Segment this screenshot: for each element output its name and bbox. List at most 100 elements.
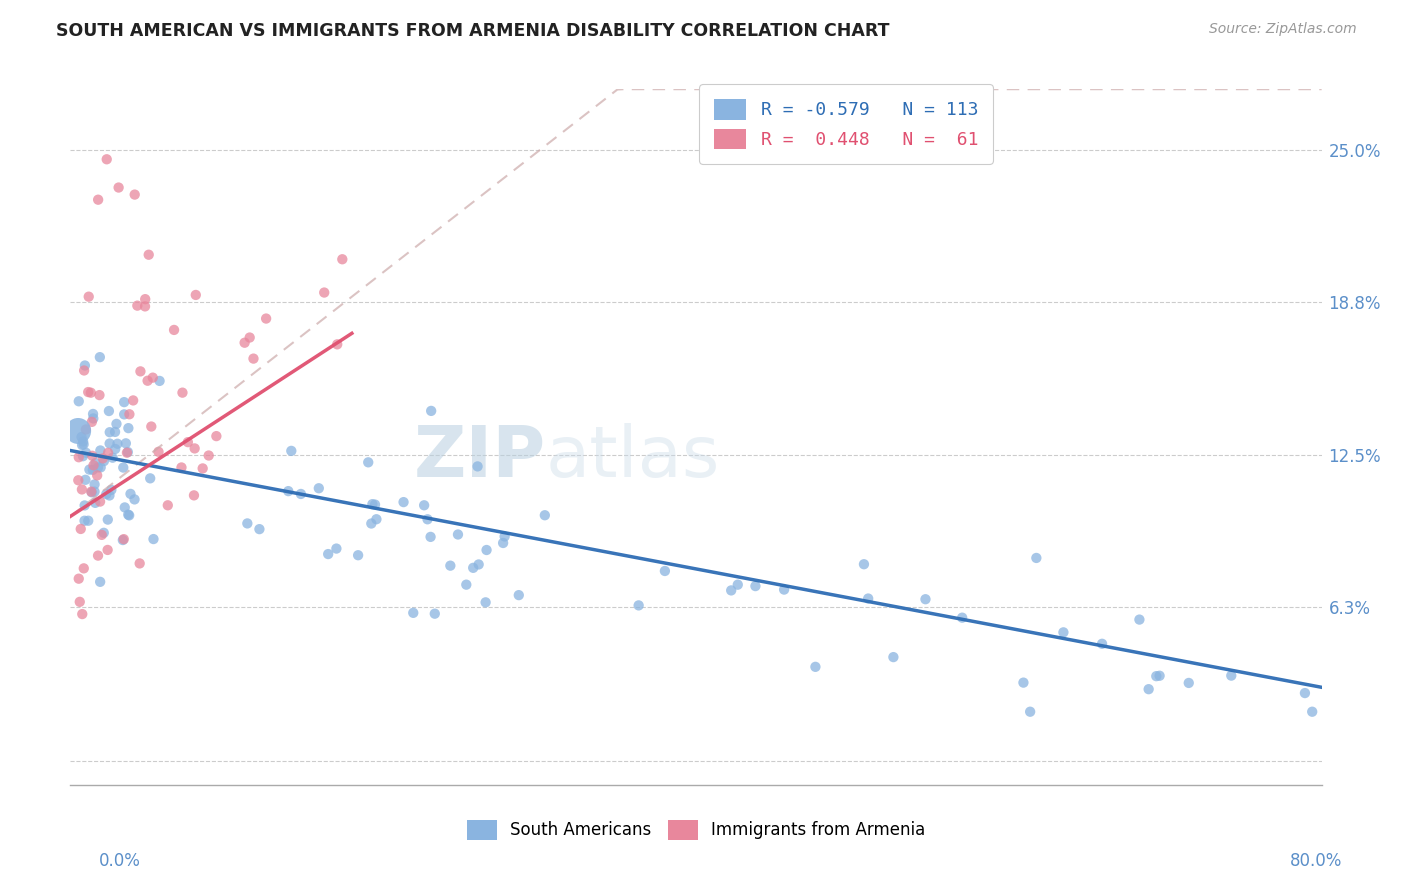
Point	[804, 660, 827, 674]
Point	[347, 548, 370, 562]
Point	[361, 497, 384, 511]
Point	[89, 388, 111, 402]
Point	[456, 577, 478, 591]
Point	[80, 415, 103, 429]
Point	[75, 422, 97, 436]
Point	[70, 483, 93, 497]
Point	[112, 395, 135, 409]
Point	[91, 451, 114, 466]
Point	[75, 473, 97, 487]
Point	[96, 487, 118, 501]
Point	[84, 456, 107, 470]
Point	[439, 558, 461, 573]
Point	[93, 525, 115, 540]
Point	[97, 446, 120, 460]
Point	[122, 393, 145, 408]
Point	[117, 445, 139, 459]
Point	[360, 516, 382, 531]
Point	[117, 508, 139, 522]
Point	[1019, 705, 1042, 719]
Point	[87, 193, 110, 207]
Point	[1144, 669, 1167, 683]
Point	[93, 454, 115, 468]
Point	[727, 577, 749, 591]
Point	[70, 438, 93, 452]
Point	[83, 458, 105, 473]
Point	[534, 508, 557, 523]
Point	[249, 522, 271, 536]
Point	[115, 436, 138, 450]
Point	[134, 299, 156, 313]
Point	[330, 252, 353, 267]
Point	[239, 330, 262, 344]
Point	[720, 583, 742, 598]
Point	[107, 180, 129, 194]
Point	[90, 528, 112, 542]
Point	[107, 436, 129, 450]
Point	[77, 385, 100, 400]
Point	[115, 446, 138, 460]
Point	[67, 473, 90, 487]
Point	[98, 425, 121, 440]
Point	[326, 337, 349, 351]
Point	[67, 394, 90, 409]
Point	[129, 364, 152, 378]
Point	[89, 494, 111, 508]
Point	[136, 374, 159, 388]
Text: atlas: atlas	[546, 424, 720, 492]
Point	[177, 435, 200, 450]
Point	[148, 444, 170, 458]
Point	[124, 492, 146, 507]
Point	[69, 522, 91, 536]
Point	[197, 449, 219, 463]
Point	[82, 407, 104, 421]
Point	[1012, 675, 1035, 690]
Point	[447, 527, 470, 541]
Point	[124, 187, 146, 202]
Point	[72, 434, 94, 449]
Point	[423, 607, 446, 621]
Point	[654, 564, 676, 578]
Point	[142, 532, 165, 546]
Point	[80, 485, 103, 500]
Text: ZIP: ZIP	[413, 424, 546, 492]
Point	[98, 436, 121, 450]
Point	[72, 607, 94, 621]
Point	[364, 498, 387, 512]
Point	[117, 421, 139, 435]
Point	[1294, 686, 1316, 700]
Point	[118, 508, 141, 523]
Point	[73, 561, 96, 575]
Point	[82, 411, 104, 425]
Point	[70, 430, 93, 444]
Point	[1091, 637, 1114, 651]
Point	[314, 285, 336, 300]
Point	[82, 449, 104, 463]
Point	[1301, 705, 1323, 719]
Point	[100, 483, 122, 497]
Point	[87, 460, 110, 475]
Point	[111, 533, 134, 547]
Point	[494, 529, 516, 543]
Point	[97, 404, 120, 418]
Point	[127, 299, 149, 313]
Point	[950, 610, 973, 624]
Point	[183, 488, 205, 502]
Point	[83, 477, 105, 491]
Point	[89, 574, 111, 589]
Point	[392, 495, 415, 509]
Point	[419, 530, 441, 544]
Point	[163, 323, 186, 337]
Point	[1025, 551, 1047, 566]
Point	[97, 543, 120, 558]
Point	[69, 595, 91, 609]
Point	[72, 449, 94, 463]
Point	[1220, 668, 1243, 682]
Point	[205, 429, 228, 443]
Point	[467, 459, 489, 474]
Point	[357, 455, 380, 469]
Point	[1137, 682, 1160, 697]
Point	[852, 558, 875, 572]
Point	[474, 595, 496, 609]
Point	[79, 462, 101, 476]
